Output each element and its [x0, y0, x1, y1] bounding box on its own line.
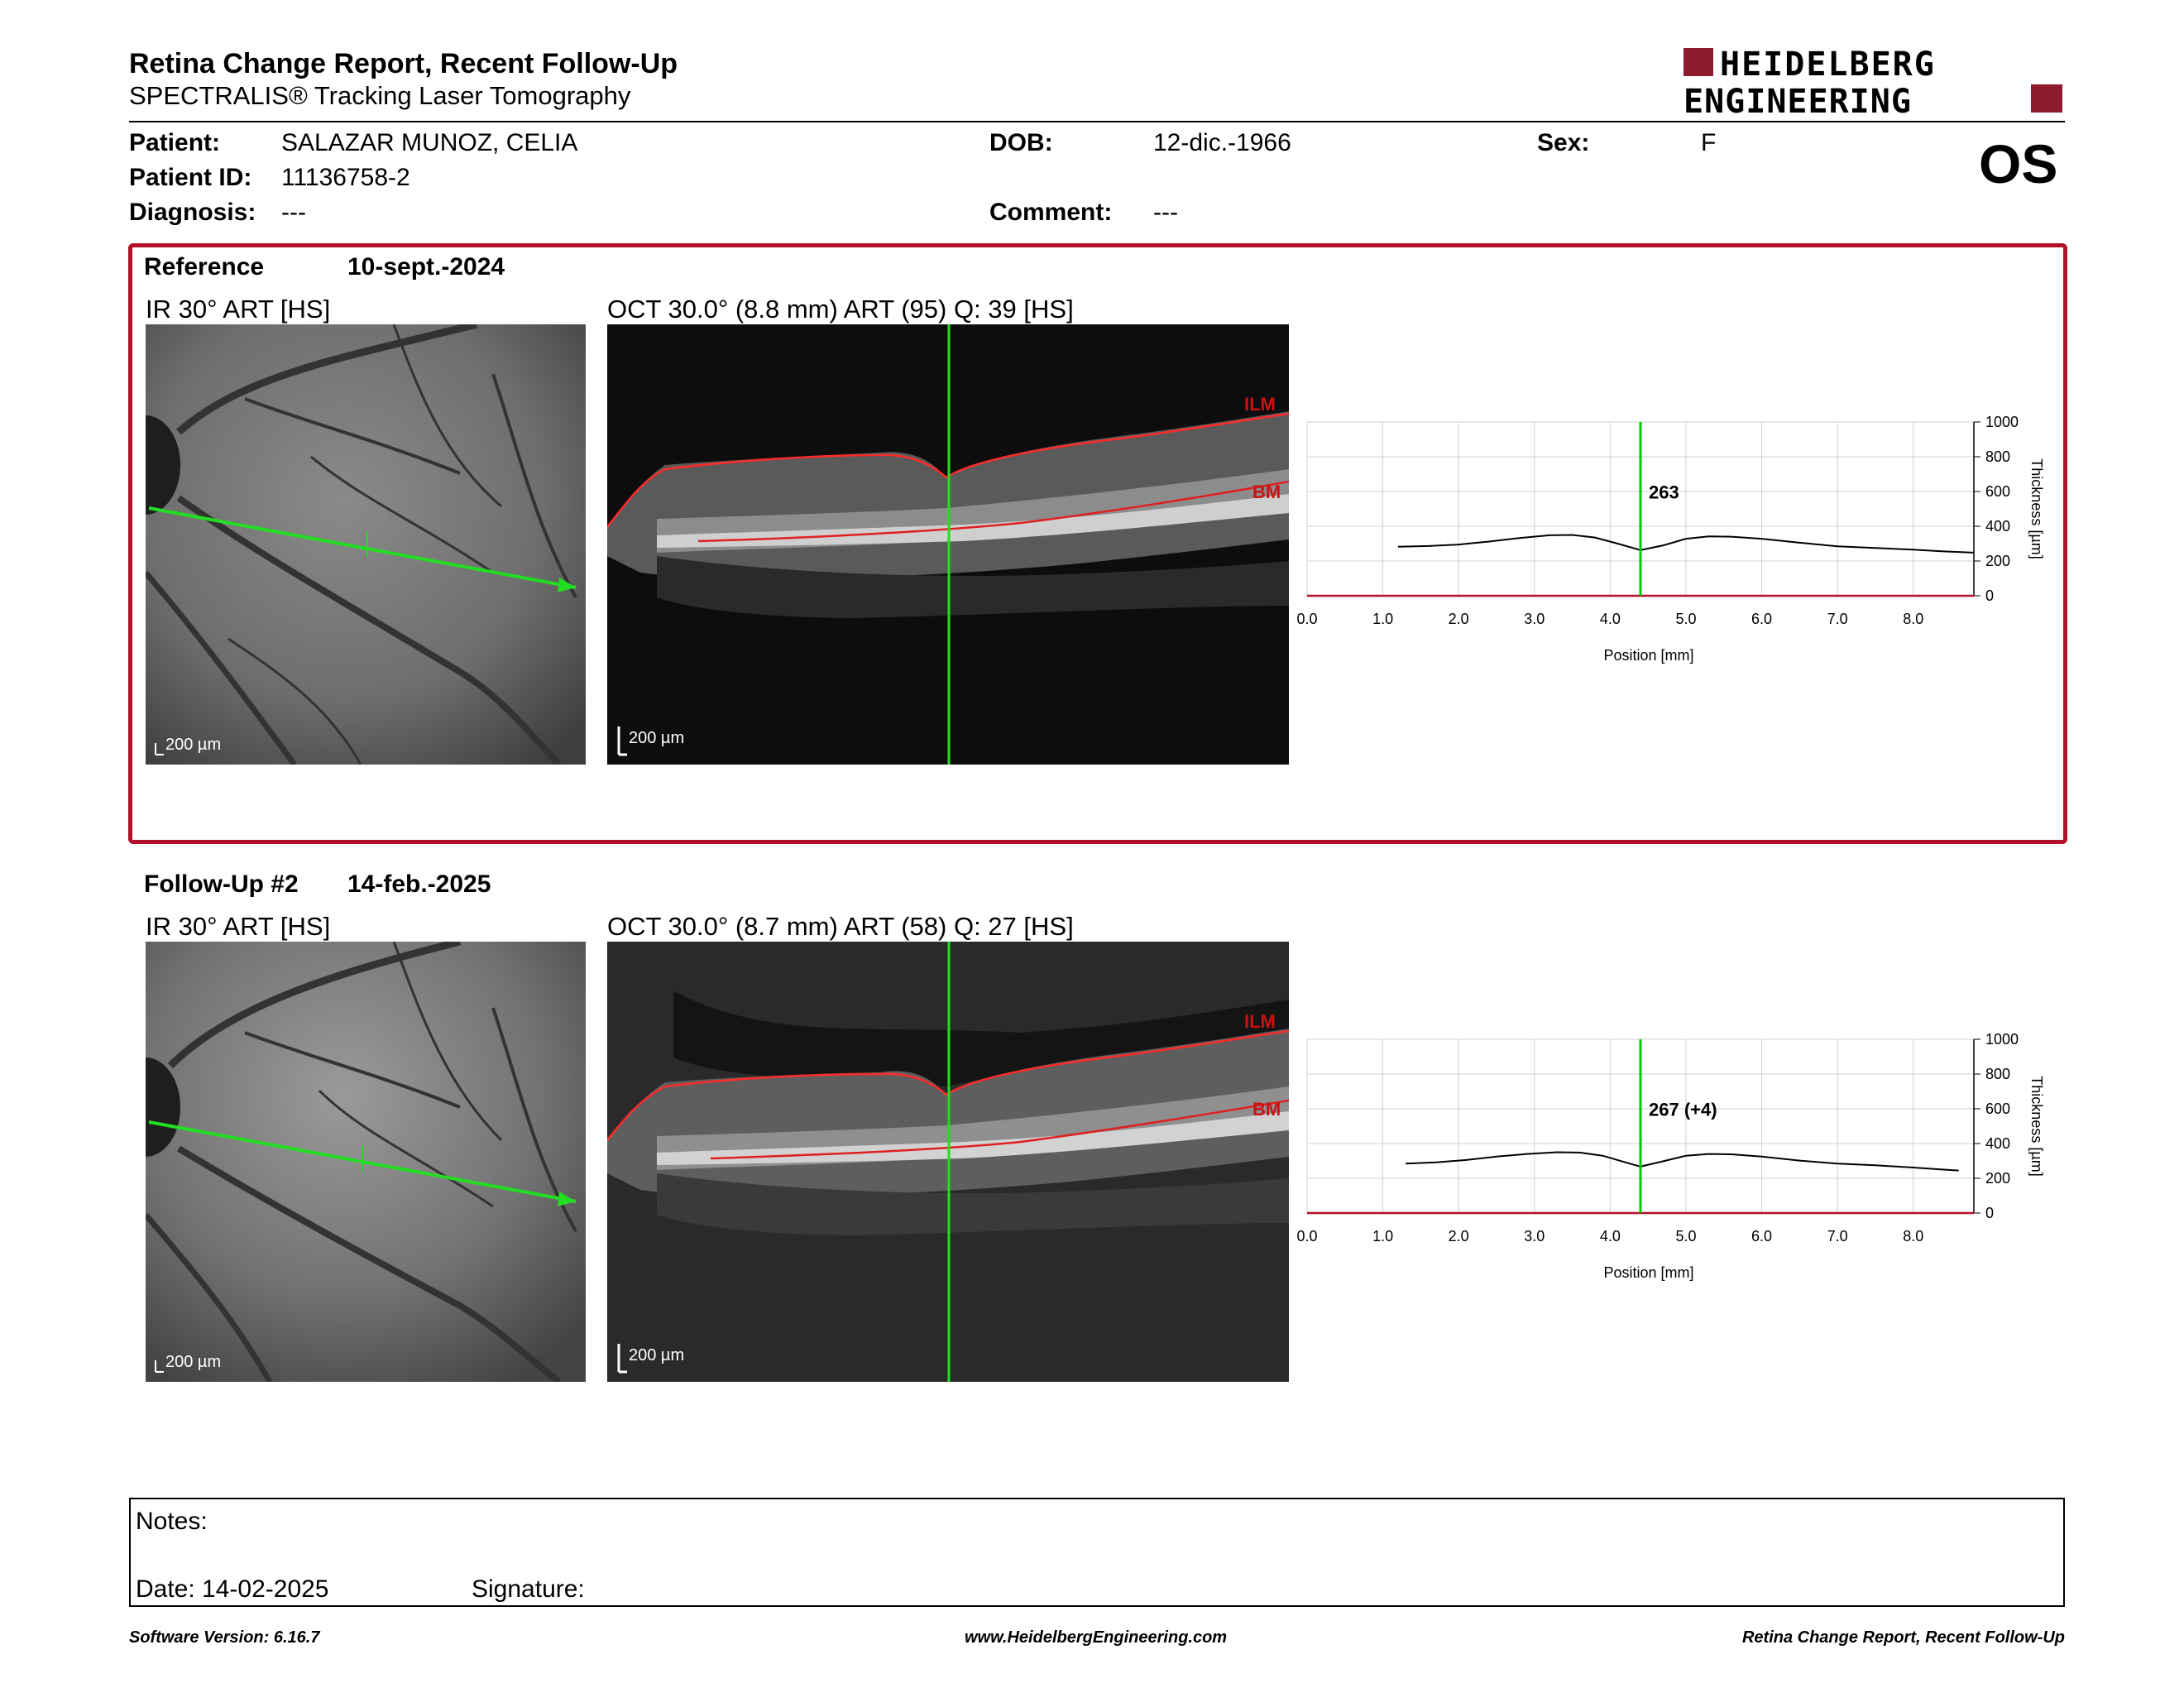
followup-y-tick: 0	[1985, 1205, 1994, 1221]
footer-url[interactable]: www.HeidelbergEngineering.com	[965, 1628, 1228, 1647]
reference-x-tick: 0.0	[1296, 611, 1317, 627]
logo-line1: HEIDELBERG	[1720, 46, 1936, 84]
reference-x-tick: 2.0	[1449, 611, 1469, 627]
followup-y-tick: 600	[1985, 1101, 2010, 1117]
date-label: Date: 14-02-2025	[136, 1575, 329, 1603]
reference-date: 10-sept.-2024	[347, 253, 505, 281]
reference-y-tick: 400	[1985, 518, 2010, 535]
followup-x-tick: 5.0	[1675, 1228, 1696, 1244]
footer-report: Retina Change Report, Recent Follow-Up	[1741, 1628, 2065, 1647]
followup-x-axis-label: Position [mm]	[1603, 1264, 1693, 1281]
logo-line2: ENGINEERING	[1684, 83, 1912, 117]
patient-label: Patient:	[129, 129, 221, 156]
reference-label: Reference	[144, 253, 265, 281]
reference-ilm-label: ILM	[1244, 394, 1276, 415]
reference-x-tick: 4.0	[1600, 611, 1621, 627]
followup-ir-image: 200 µm	[146, 942, 586, 1382]
reference-ir-caption: IR 30° ART [HS]	[146, 295, 331, 324]
report-title: Retina Change Report, Recent Follow-Up	[129, 48, 678, 79]
reference-thickness-line	[1397, 534, 1975, 554]
reference-y-axis-label: Thickness [µm]	[2028, 458, 2045, 559]
followup-x-tick: 2.0	[1449, 1228, 1469, 1244]
patient-name: SALAZAR MUNOZ, CELIA	[281, 129, 578, 156]
followup-oct-scale: 200 µm	[629, 1346, 684, 1364]
reference-oct-caption: OCT 30.0° (8.8 mm) ART (95) Q: 39 [HS]	[607, 295, 1074, 324]
reference-thickness-chart: 0.0 1.0 2.0 3.0 4.0 5.0 6.0 7.0 8.0 0 200 400 600 800…	[1296, 414, 2045, 664]
signature-label: Signature:	[472, 1575, 585, 1603]
sex-value: F	[1701, 129, 1717, 156]
followup-y-axis-label: Thickness [µm]	[2028, 1076, 2045, 1176]
reference-y-tick: 200	[1985, 553, 2010, 569]
diagnosis-label: Diagnosis:	[129, 199, 256, 226]
header-divider	[129, 121, 2065, 122]
diagnosis-value: ---	[281, 199, 306, 226]
reference-ir-scale: 200 µm	[165, 736, 221, 754]
eye-laterality: OS	[1979, 133, 2058, 194]
followup-x-tick: 3.0	[1524, 1228, 1545, 1244]
comment-label: Comment:	[989, 199, 1113, 226]
patient-id-label: Patient ID:	[129, 164, 252, 191]
followup-y-tick: 200	[1985, 1170, 2010, 1187]
footer-software: Software Version: 6.16.7	[129, 1628, 320, 1647]
followup-y-tick: 400	[1985, 1135, 2010, 1152]
followup-bm-label: BM	[1252, 1099, 1281, 1120]
followup-cursor-value: 267 (+4)	[1649, 1099, 1717, 1120]
reference-y-tick: 0	[1985, 587, 1994, 604]
followup-thickness-chart: 0.0 1.0 2.0 3.0 4.0 5.0 6.0 7.0 8.0 0 200 400 600 800…	[1296, 1031, 2045, 1281]
notes-box	[129, 1498, 2065, 1607]
followup-label: Follow-Up #2	[144, 870, 299, 898]
followup-ir-scale: 200 µm	[165, 1353, 221, 1371]
comment-value: ---	[1153, 199, 1178, 226]
reference-x-tick: 7.0	[1827, 611, 1848, 627]
heidelberg-logo: HEIDELBERG ENGINEERING	[1684, 46, 2062, 117]
followup-y-tick: 1000	[1985, 1031, 2019, 1048]
followup-x-tick: 0.0	[1296, 1228, 1317, 1244]
reference-y-tick: 1000	[1985, 414, 2019, 430]
reference-frame	[128, 243, 2067, 844]
reference-bm-label: BM	[1252, 482, 1281, 502]
reference-x-tick: 1.0	[1372, 611, 1393, 627]
reference-ir-image: 200 µm	[146, 324, 586, 765]
reference-x-tick: 8.0	[1903, 611, 1923, 627]
followup-ilm-label: ILM	[1244, 1011, 1276, 1032]
reference-x-tick: 5.0	[1675, 611, 1696, 627]
reference-y-tick: 600	[1985, 483, 2010, 500]
followup-x-tick: 4.0	[1600, 1228, 1621, 1244]
reference-oct-image: ILM BM 200 µm	[607, 324, 1289, 765]
reference-cursor-value: 263	[1649, 482, 1679, 502]
dob-value: 12-dic.-1966	[1153, 129, 1291, 156]
notes-label: Notes:	[136, 1508, 208, 1535]
patient-id: 11136758-2	[281, 164, 410, 191]
reference-x-tick: 6.0	[1751, 611, 1772, 627]
followup-x-tick: 8.0	[1903, 1228, 1923, 1244]
followup-x-tick: 7.0	[1827, 1228, 1848, 1244]
reference-x-tick: 3.0	[1524, 611, 1545, 627]
followup-y-tick: 800	[1985, 1066, 2010, 1082]
followup-thickness-line	[1406, 1151, 1959, 1172]
followup-oct-image: ILM BM 200 µm	[607, 942, 1289, 1382]
reference-oct-scale: 200 µm	[629, 729, 684, 747]
followup-x-tick: 6.0	[1751, 1228, 1772, 1244]
report-subtitle: SPECTRALIS® Tracking Laser Tomography	[129, 81, 631, 110]
dob-label: DOB:	[989, 129, 1053, 156]
followup-oct-caption: OCT 30.0° (8.7 mm) ART (58) Q: 27 [HS]	[607, 912, 1074, 941]
reference-x-axis-label: Position [mm]	[1603, 647, 1693, 664]
followup-ir-caption: IR 30° ART [HS]	[146, 912, 331, 941]
reference-y-tick: 800	[1985, 448, 2010, 465]
sex-label: Sex:	[1537, 129, 1590, 156]
followup-date: 14-feb.-2025	[347, 870, 491, 898]
followup-x-tick: 1.0	[1372, 1228, 1393, 1244]
